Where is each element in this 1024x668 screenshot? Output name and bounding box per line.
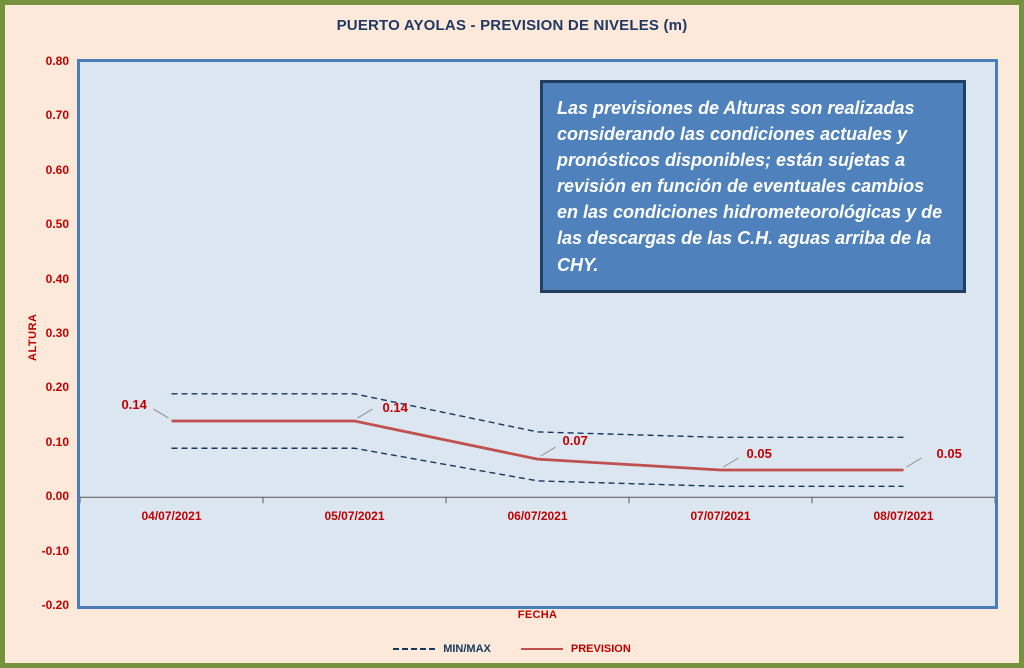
y-tick-label: 0.00	[45, 489, 69, 504]
legend: MIN/MAX PREVISION	[5, 643, 1019, 655]
note-box: Las previsiones de Alturas son realizada…	[540, 80, 966, 293]
y-tick-label: 0.40	[45, 271, 69, 286]
data-label: 0.14	[382, 400, 408, 416]
y-tick-label: 0.70	[45, 108, 69, 123]
y-tick-label: 0.30	[45, 326, 69, 340]
legend-label: MIN/MAX	[443, 643, 491, 655]
legend-label: PREVISION	[570, 643, 631, 655]
y-tick-label: 0.50	[45, 217, 69, 232]
note-text: Las previsiones de Alturas son realizada…	[557, 98, 943, 275]
x-tick-label: 06/07/2021	[507, 509, 568, 524]
x-tick-label: 07/07/2021	[690, 509, 751, 524]
dashed-line-icon	[393, 648, 436, 650]
data-label: 0.07	[562, 433, 588, 449]
legend-item-prevision: PREVISION	[520, 643, 631, 655]
chart-canvas	[80, 393, 995, 504]
solid-line-icon	[520, 648, 563, 650]
y-tick-label: 0.20	[45, 380, 69, 395]
data-label: 0.14	[121, 397, 147, 413]
y-tick-label: 0.60	[45, 162, 69, 177]
x-axis-title: FECHA	[517, 609, 558, 621]
plot-area: 04/07/2021 05/07/2021 06/07/2021 07/07/2021…	[77, 59, 998, 609]
series-line-min-max-lower	[171, 447, 904, 488]
x-tick-label: 08/07/2021	[873, 509, 934, 524]
series-line-min-max-upper	[171, 393, 904, 439]
series-line-prevision	[171, 419, 904, 472]
legend-item-min-max: MIN/MAX	[393, 643, 491, 655]
y-tick-label: 0.10	[45, 434, 69, 449]
chart-title: PUERTO AYOLAS - PREVISION DE NIVELES (m)	[336, 17, 688, 34]
y-tick-label: -0.20	[41, 598, 69, 612]
data-label: 0.05	[936, 446, 962, 461]
x-tick-label: 05/07/2021	[324, 509, 385, 524]
y-tick-label: 0.80	[45, 54, 69, 68]
x-tick-label: 04/07/2021	[141, 509, 202, 524]
data-label: 0.05	[746, 446, 772, 461]
y-tick-label: -0.10	[41, 543, 69, 558]
